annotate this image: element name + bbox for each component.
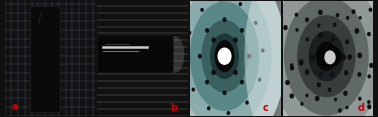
Circle shape [284, 26, 287, 29]
Circle shape [352, 10, 355, 13]
Circle shape [358, 73, 361, 76]
Ellipse shape [308, 31, 344, 81]
Circle shape [220, 0, 222, 1]
Circle shape [318, 24, 320, 27]
Circle shape [368, 105, 371, 109]
Circle shape [234, 70, 237, 74]
Ellipse shape [316, 45, 342, 68]
Circle shape [333, 23, 336, 26]
Circle shape [335, 98, 336, 101]
Circle shape [319, 10, 322, 14]
Circle shape [319, 33, 322, 38]
Circle shape [192, 88, 194, 91]
Circle shape [296, 29, 298, 31]
Circle shape [328, 88, 331, 91]
Circle shape [185, 60, 187, 63]
Ellipse shape [163, 0, 286, 117]
Circle shape [368, 33, 370, 36]
Circle shape [355, 29, 358, 33]
Text: b: b [170, 103, 177, 113]
Circle shape [239, 3, 242, 5]
Circle shape [346, 106, 348, 109]
Circle shape [336, 14, 339, 17]
Ellipse shape [270, 0, 378, 117]
Circle shape [234, 38, 237, 42]
Circle shape [330, 72, 334, 77]
Circle shape [223, 18, 226, 21]
Circle shape [299, 60, 303, 65]
FancyBboxPatch shape [30, 7, 60, 113]
Circle shape [348, 55, 352, 59]
Circle shape [332, 38, 335, 41]
Text: a: a [12, 102, 18, 112]
Circle shape [310, 55, 315, 61]
Circle shape [306, 38, 308, 41]
Circle shape [212, 38, 215, 42]
Circle shape [359, 17, 361, 19]
Circle shape [223, 91, 226, 94]
Circle shape [206, 29, 209, 32]
Circle shape [346, 40, 349, 44]
Text: d: d [357, 103, 364, 113]
Circle shape [286, 80, 289, 84]
Circle shape [319, 72, 322, 76]
Circle shape [344, 91, 347, 95]
Circle shape [305, 70, 309, 74]
Circle shape [291, 66, 294, 70]
Ellipse shape [253, 0, 378, 117]
Ellipse shape [297, 15, 356, 97]
Circle shape [218, 48, 231, 64]
Ellipse shape [201, 20, 248, 93]
Circle shape [259, 78, 261, 81]
Ellipse shape [210, 33, 239, 79]
Circle shape [325, 51, 335, 64]
Circle shape [290, 94, 293, 98]
Circle shape [240, 29, 243, 32]
Circle shape [255, 22, 257, 24]
Circle shape [305, 18, 308, 22]
Circle shape [198, 55, 201, 58]
Circle shape [359, 97, 361, 100]
Ellipse shape [177, 0, 272, 117]
Circle shape [341, 55, 345, 60]
Circle shape [248, 55, 251, 58]
Circle shape [240, 80, 243, 84]
FancyBboxPatch shape [98, 36, 174, 72]
Circle shape [291, 64, 293, 67]
Circle shape [358, 53, 361, 58]
Text: c: c [263, 103, 268, 113]
Circle shape [317, 83, 320, 87]
Circle shape [212, 70, 215, 74]
Circle shape [227, 112, 229, 114]
Circle shape [369, 8, 372, 11]
Circle shape [339, 109, 341, 112]
Ellipse shape [166, 36, 184, 73]
Ellipse shape [316, 41, 337, 71]
Ellipse shape [217, 44, 232, 69]
Circle shape [368, 101, 370, 103]
Circle shape [370, 64, 373, 67]
Circle shape [295, 13, 297, 16]
Ellipse shape [284, 0, 369, 116]
Circle shape [262, 49, 264, 52]
Circle shape [368, 75, 370, 78]
Circle shape [347, 17, 349, 19]
Circle shape [206, 80, 209, 84]
Circle shape [306, 94, 308, 97]
Circle shape [345, 71, 348, 75]
Ellipse shape [215, 40, 234, 72]
Circle shape [201, 9, 203, 11]
Ellipse shape [245, 0, 335, 117]
Circle shape [246, 101, 248, 104]
Circle shape [301, 103, 303, 105]
Ellipse shape [190, 1, 259, 111]
Circle shape [316, 96, 319, 101]
Circle shape [208, 107, 210, 110]
Circle shape [188, 31, 191, 34]
